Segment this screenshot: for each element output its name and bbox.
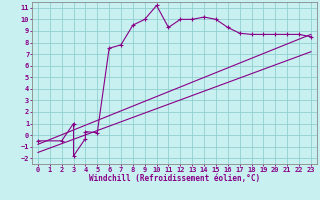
X-axis label: Windchill (Refroidissement éolien,°C): Windchill (Refroidissement éolien,°C) xyxy=(89,174,260,183)
